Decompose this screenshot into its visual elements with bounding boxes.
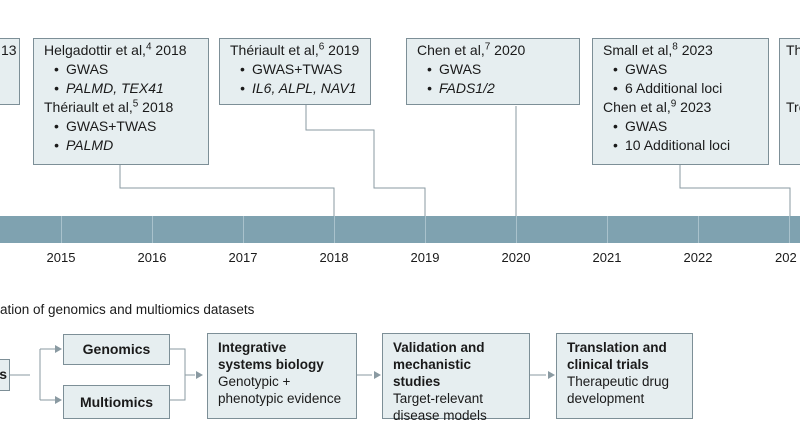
step-description: disease models: [393, 408, 487, 423]
step-title: clinical trials: [567, 357, 649, 372]
axis-tick: [607, 216, 608, 243]
year-label: 2020: [501, 250, 531, 265]
timeline-box-2023: Small et al,8 2023 GWAS 6 Additional loc…: [592, 38, 769, 165]
finding-item: FADS1/2: [427, 79, 569, 98]
genomics-box: Genomics: [63, 334, 170, 365]
timeline-box-2018: Helgadottir et al,4 2018 GWAS PALMD, TEX…: [33, 38, 209, 165]
step-title: mechanistic studies: [393, 357, 472, 389]
axis-tick: [789, 216, 790, 243]
timeline-box-2020: Chen et al,7 2020 GWAS FADS1/2: [406, 38, 580, 105]
year-label: 2019: [410, 250, 440, 265]
axis-tick: [425, 216, 426, 243]
finding-item: GWAS+TWAS: [240, 60, 360, 79]
axis-tick: [334, 216, 335, 243]
finding-item: GWAS: [427, 60, 569, 79]
year-label: 202: [775, 250, 797, 265]
finding-item: GWAS: [54, 60, 198, 79]
finding-item: PALMD, TEX41: [54, 79, 198, 98]
timeline-box-2019: Thériault et al,6 2019 GWAS+TWAS IL6, AL…: [219, 38, 371, 105]
step-title: Validation and: [393, 340, 485, 355]
citation-partial: Th: [786, 42, 800, 58]
axis-tick: [61, 216, 62, 243]
citation-theriault-2019: Thériault et al,6 2019: [230, 41, 360, 58]
step-integrative-systems-biology: Integrative systems biology Genotypic + …: [207, 333, 357, 419]
step-title: Integrative: [218, 340, 287, 355]
finding-item: GWAS: [613, 117, 758, 136]
step-translation-clinical: Translation and clinical trials Therapeu…: [556, 333, 693, 419]
timeline-box-partial-right: Th Tre: [779, 38, 800, 165]
year-label: 2015: [46, 250, 76, 265]
citation-chen-2023: Chen et al,9 2023: [603, 98, 712, 115]
step-description: Target-relevant: [393, 391, 484, 406]
citation-theriault-2018: Thériault et al,5 2018: [44, 98, 174, 115]
finding-item: IL6, ALPL, NAV1: [240, 79, 360, 98]
finding-item: PALMD: [54, 136, 198, 155]
connector-2019: [305, 105, 426, 216]
citation-chen-2020: Chen et al,7 2020: [417, 41, 526, 58]
axis-tick: [152, 216, 153, 243]
finding-item: GWAS: [613, 60, 758, 79]
axis-tick: [698, 216, 699, 243]
year-label: 2016: [137, 250, 167, 265]
flow-box-partial-left: s: [0, 359, 10, 391]
step-description: Genotypic +: [218, 374, 291, 389]
step-validation-mechanistic: Validation and mechanistic studies Targe…: [382, 333, 530, 423]
finding-item: GWAS+TWAS: [54, 117, 198, 136]
connector-2023: [679, 165, 791, 216]
timeline-box-partial-left: 13: [0, 38, 20, 105]
year-label: 2017: [228, 250, 258, 265]
step-title: Translation and: [567, 340, 667, 355]
timeline-axis: [0, 216, 800, 243]
axis-tick: [243, 216, 244, 243]
year-label: 2018: [319, 250, 349, 265]
step-title: systems biology: [218, 357, 324, 372]
section-title: ation of genomics and multiomics dataset…: [0, 302, 255, 317]
finding-item: 10 Additional loci: [613, 136, 758, 155]
connector-2018: [119, 165, 335, 216]
citation-partial: 13: [1, 42, 17, 58]
step-description: phenotypic evidence: [218, 391, 342, 406]
finding-item: 6 Additional loci: [613, 79, 758, 98]
step-description: Therapeutic drug: [567, 374, 670, 389]
axis-tick: [516, 216, 517, 243]
citation-helgadottir: Helgadottir et al,4 2018: [44, 41, 187, 58]
step-description: development: [567, 391, 645, 406]
citation-partial: Tre: [786, 99, 800, 115]
multiomics-box: Multiomics: [63, 385, 170, 419]
year-label: 2021: [592, 250, 622, 265]
year-label: 2022: [683, 250, 713, 265]
citation-small-2023: Small et al,8 2023: [603, 41, 713, 58]
